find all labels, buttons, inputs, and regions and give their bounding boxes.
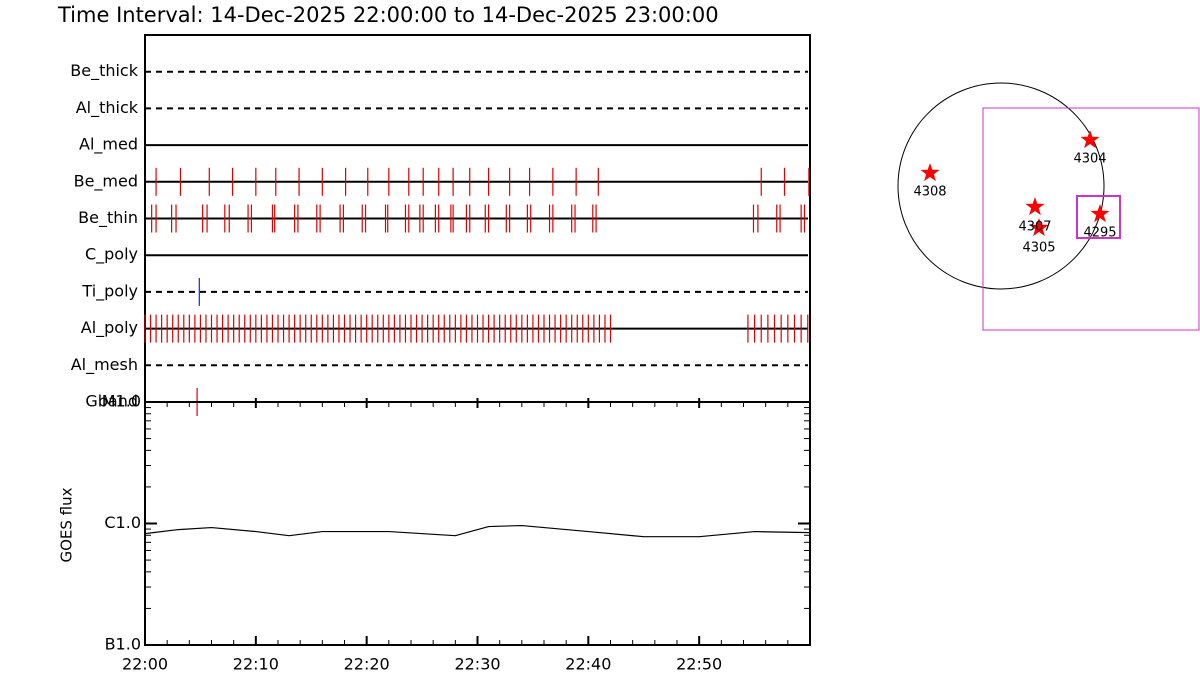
x-tick-label: 22:20 bbox=[344, 655, 390, 674]
row-label: Al_poly bbox=[81, 318, 138, 338]
x-tick-label: 22:30 bbox=[454, 655, 500, 674]
region-marker bbox=[1090, 204, 1110, 223]
row-label: Gband bbox=[85, 392, 138, 411]
plot-frame bbox=[144, 401, 811, 646]
field-of-view bbox=[982, 107, 1200, 331]
x-tick-label: 22:50 bbox=[676, 655, 722, 674]
row-label: Al_thick bbox=[76, 98, 139, 118]
region-label: 4295 bbox=[1083, 226, 1116, 241]
x-tick-label: 22:10 bbox=[233, 655, 279, 674]
sun-map: 4308 4304 4307 4305 4295 bbox=[897, 82, 1200, 331]
row-label: Be_thick bbox=[70, 61, 138, 81]
goes-curve bbox=[144, 524, 811, 538]
region-marker bbox=[1080, 130, 1100, 149]
region-label: 4305 bbox=[1022, 241, 1055, 256]
region-marker bbox=[920, 163, 940, 182]
row-label: Be_med bbox=[74, 171, 138, 191]
row-label: Be_thin bbox=[78, 208, 138, 228]
row-label: Ti_poly bbox=[81, 281, 138, 301]
row-label: Al_mesh bbox=[71, 355, 138, 375]
y-tick-label: B1.0 bbox=[105, 635, 141, 654]
region-marker bbox=[1025, 197, 1045, 216]
solar-disk bbox=[897, 82, 1105, 290]
row-label: Al_med bbox=[79, 135, 138, 155]
chart-title: Time Interval: 14-Dec-2025 22:00:00 to 1… bbox=[57, 3, 719, 27]
x-tick-label: 22:40 bbox=[565, 655, 611, 674]
y-tick-label: C1.0 bbox=[104, 513, 141, 532]
region-label: 4307 bbox=[1018, 220, 1051, 235]
row-label: C_poly bbox=[85, 245, 138, 265]
y-axis-title: GOES flux bbox=[58, 487, 76, 562]
y-tick-label: M1.0 bbox=[102, 392, 141, 411]
region-label: 4308 bbox=[913, 185, 946, 200]
region-label: 4304 bbox=[1073, 152, 1106, 167]
x-tick-label: 22:00 bbox=[122, 655, 168, 674]
target-box bbox=[1076, 195, 1121, 239]
